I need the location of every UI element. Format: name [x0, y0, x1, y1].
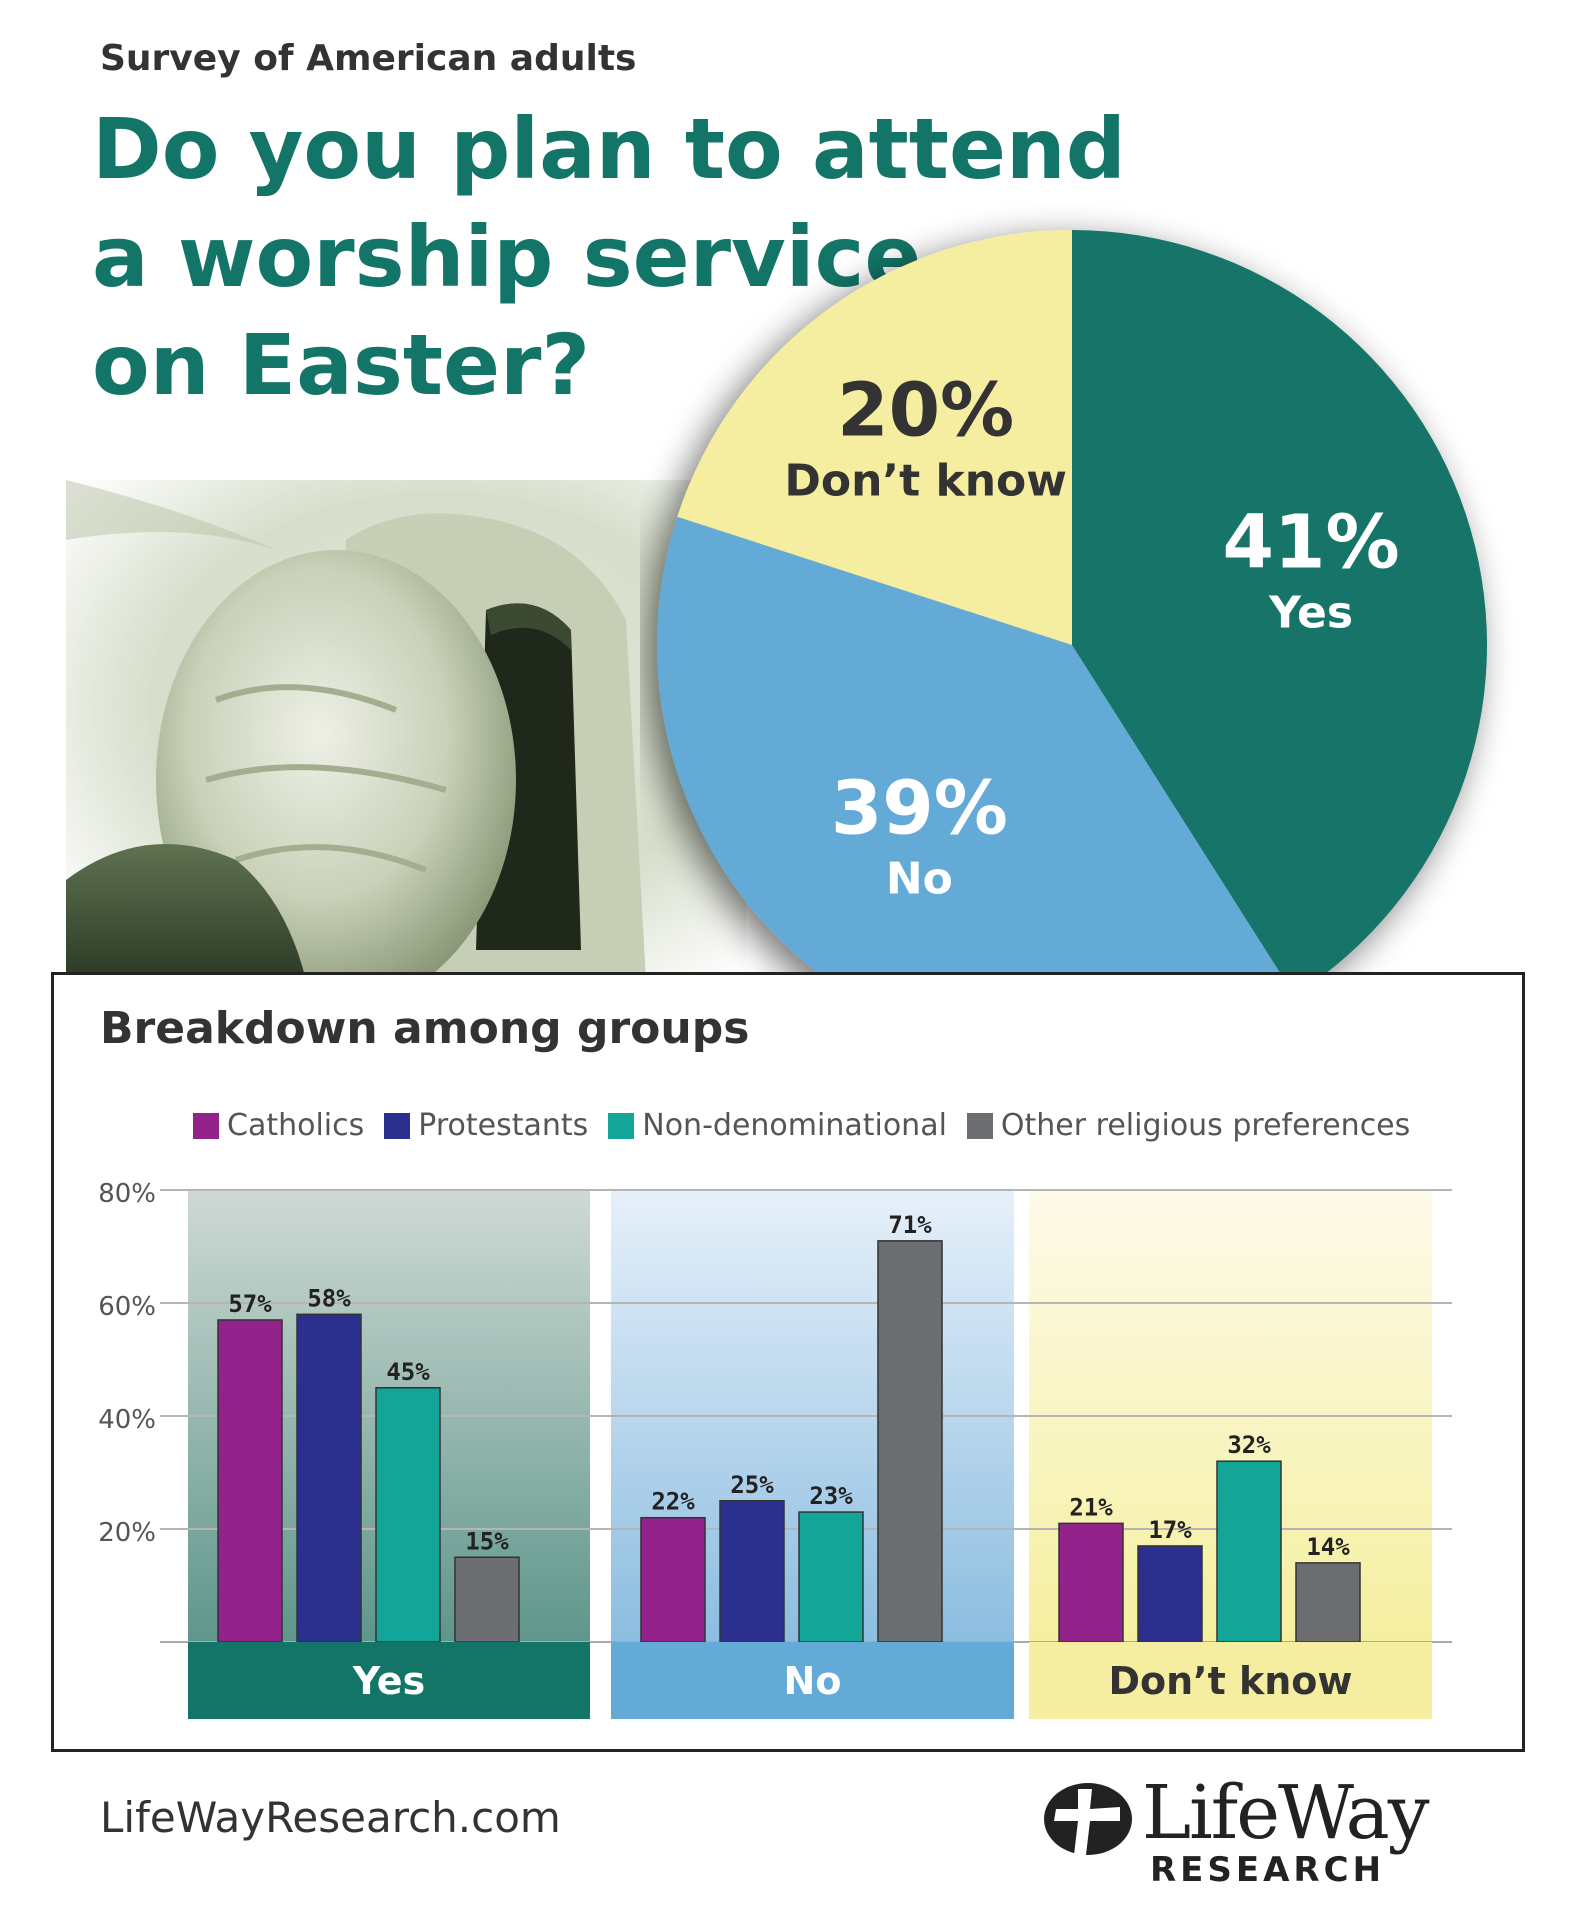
logo-name: LifeWay [1142, 1770, 1430, 1856]
pie-slice-label-don-t-know: Don’t know [784, 456, 1067, 507]
title-line-2: a worship service [92, 208, 922, 306]
data-label-yes-non-denominational: 45% [386, 1358, 430, 1386]
legend-label-other: Other religious preferences [1000, 1108, 1411, 1143]
lifeway-logo: LifeWay RESEARCH [1040, 1770, 1440, 1890]
y-tick-label: 80% [98, 1179, 156, 1209]
bar-yes-non-denominational [375, 1387, 441, 1643]
logo-subtitle: RESEARCH [1150, 1850, 1386, 1890]
bar-no-protestants [719, 1500, 785, 1643]
legend-item-catholics: Catholics [193, 1108, 364, 1143]
data-label-no-protestants: 25% [730, 1471, 774, 1499]
bar-don-t-know-non-denominational [1216, 1460, 1282, 1643]
data-label-yes-protestants: 58% [307, 1284, 351, 1312]
y-tick-label: 60% [98, 1292, 156, 1322]
legend-item-protestants: Protestants [384, 1108, 588, 1143]
pie-slice-don-t-know [677, 230, 1072, 645]
pie-chart: 41%Yes 39%No 20%Don’t know [657, 230, 1488, 1060]
category-label-don-t-know: Don’t know [1108, 1659, 1352, 1703]
title-line-3: on Easter? [92, 316, 591, 414]
data-label-don-t-know-catholics: 21% [1069, 1493, 1113, 1521]
pie-value-label-yes: 41% [1223, 500, 1400, 586]
legend-item-other: Other religious preferences [966, 1108, 1411, 1143]
legend-swatch-non-denominational [608, 1112, 635, 1139]
legend: Catholics Protestants Non-denominational… [193, 1108, 1420, 1143]
title-line-1: Do you plan to attend [92, 100, 1126, 198]
bar-no-other-religious-preferences [877, 1240, 943, 1643]
bar-yes-other-religious-preferences [454, 1556, 520, 1643]
data-label-no-catholics: 22% [651, 1488, 695, 1516]
bar-yes-protestants [296, 1313, 362, 1643]
tomb-image [66, 480, 746, 980]
pie-slice-label-yes: Yes [1268, 588, 1353, 639]
category-label-yes: Yes [352, 1659, 425, 1703]
data-label-yes-catholics: 57% [228, 1290, 272, 1318]
website-link[interactable]: LifeWayResearch.com [100, 1793, 561, 1842]
bar-chart: 20% 40% 60% 80% 57% 58% 45% 15% 22% 25% 23% 71% 21%… [98, 1179, 1452, 1719]
bar-no-non-denominational [798, 1511, 864, 1643]
data-label-no-non-denominational: 23% [809, 1482, 853, 1510]
legend-item-non-denominational: Non-denominational [608, 1108, 947, 1143]
bar-don-t-know-other-religious-preferences [1295, 1562, 1361, 1643]
legend-label-protestants: Protestants [418, 1108, 589, 1143]
bar-yes-catholics [217, 1319, 283, 1643]
y-tick-label: 20% [98, 1518, 156, 1548]
legend-label-catholics: Catholics [227, 1108, 365, 1143]
page-title: Do you plan to attend a worship service … [92, 95, 1126, 419]
data-label-no-other-religious-preferences: 71% [888, 1211, 932, 1239]
y-tick-label: 40% [98, 1405, 156, 1435]
bar-don-t-know-protestants [1137, 1545, 1203, 1643]
lifeway-cross-icon [1044, 1783, 1132, 1855]
category-band-no [611, 1642, 1014, 1719]
category-label-no: No [784, 1659, 842, 1703]
pie-value-label-no: 39% [831, 766, 1008, 852]
data-label-don-t-know-non-denominational: 32% [1227, 1431, 1271, 1459]
pie-slice-no [657, 516, 1295, 1060]
breakdown-title: Breakdown among groups [100, 1003, 750, 1054]
bar-don-t-know-catholics [1058, 1522, 1124, 1643]
data-label-yes-other-religious-preferences: 15% [465, 1527, 509, 1555]
category-band-don-t-know [1029, 1642, 1432, 1719]
legend-swatch-catholics [193, 1112, 219, 1139]
legend-swatch-protestants [384, 1112, 411, 1139]
data-label-don-t-know-protestants: 17% [1148, 1516, 1192, 1544]
legend-label-non-denominational: Non-denominational [642, 1108, 947, 1143]
legend-swatch-other [966, 1112, 993, 1139]
survey-subtitle: Survey of American adults [100, 38, 637, 79]
bar-no-catholics [640, 1516, 706, 1643]
data-label-don-t-know-other-religious-preferences: 14% [1306, 1533, 1350, 1561]
pie-slice-label-no: No [886, 854, 953, 905]
pie-value-label-don-t-know: 20% [837, 368, 1014, 454]
category-band-yes [188, 1642, 590, 1719]
pie-slice-yes [1072, 230, 1488, 996]
